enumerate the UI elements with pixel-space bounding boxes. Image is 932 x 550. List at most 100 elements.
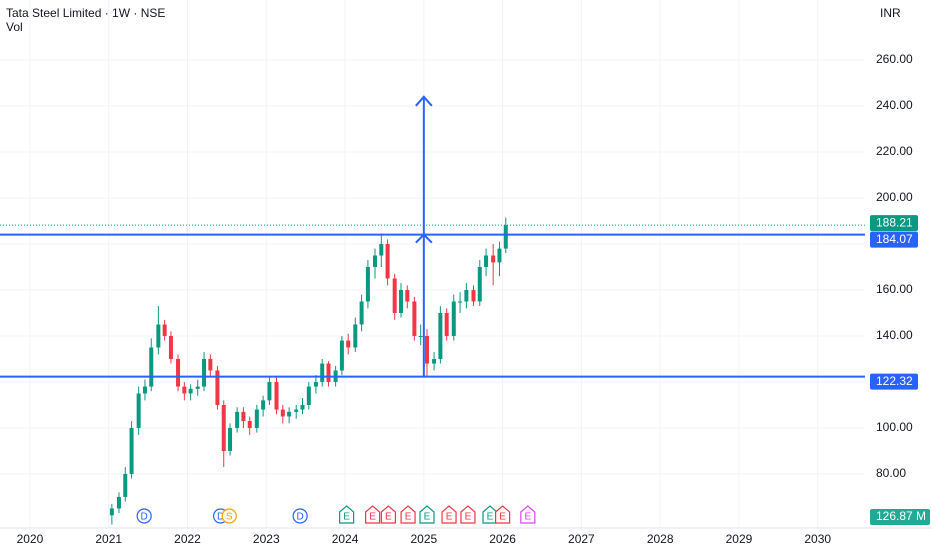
candle-body: [365, 266, 370, 302]
candle-body: [464, 289, 469, 302]
candle-body: [339, 340, 344, 371]
event-marker: [400, 505, 416, 524]
arrow-head: [415, 95, 433, 107]
y-tick-label: 240.00: [876, 98, 913, 112]
candle-body: [444, 312, 449, 336]
candle-body: [109, 508, 114, 516]
candle-body: [168, 335, 173, 359]
candle-body: [136, 393, 141, 428]
candle-body: [235, 411, 240, 428]
y-tick-label: 140.00: [876, 328, 913, 342]
price-label: 122.32: [876, 374, 913, 388]
y-tick-label: 80.00: [876, 466, 906, 480]
candle-body: [359, 301, 364, 325]
event-label: D: [297, 512, 304, 523]
x-tick-label: 2022: [174, 532, 201, 546]
event-label: E: [465, 512, 472, 523]
candle-body: [156, 324, 161, 348]
event-marker: [339, 505, 355, 524]
candle-body: [228, 427, 233, 451]
event-label: E: [369, 512, 376, 523]
candle-body: [188, 388, 193, 394]
volume-indicator: Vol: [6, 20, 23, 34]
candle-body: [142, 386, 147, 394]
candle-body: [326, 363, 331, 382]
event-marker: [221, 508, 237, 524]
x-tick-label: 2029: [726, 532, 753, 546]
candle-body: [418, 335, 423, 337]
candle-body: [491, 255, 496, 263]
candle-body: [208, 358, 213, 371]
candle-body: [261, 400, 266, 410]
candle-body: [412, 301, 417, 336]
event-label: E: [385, 512, 392, 523]
x-tick-label: 2020: [17, 532, 44, 546]
event-label: D: [141, 512, 148, 523]
candle-body: [385, 243, 390, 279]
event-label: E: [405, 512, 412, 523]
event-marker: [495, 505, 511, 524]
y-tick-label: 200.00: [876, 190, 913, 204]
event-marker: [136, 508, 152, 524]
candle-body: [424, 335, 429, 364]
candle-body: [458, 301, 463, 303]
event-label: E: [524, 512, 531, 523]
candle-body: [287, 411, 292, 417]
candle-body: [471, 289, 476, 302]
price-label-box: [870, 373, 918, 390]
candle-body: [221, 404, 226, 451]
price-label: 184.07: [876, 232, 913, 246]
x-tick-label: 2028: [647, 532, 674, 546]
candle-body: [313, 381, 318, 387]
candle-body: [294, 409, 299, 412]
candle-body: [372, 255, 377, 267]
candle-body: [346, 340, 351, 348]
candle-body: [503, 225, 508, 249]
x-tick-label: 2026: [489, 532, 516, 546]
candle-body: [116, 496, 121, 509]
candle-body: [306, 386, 311, 405]
event-label: E: [424, 512, 431, 523]
candle-body: [215, 370, 220, 405]
event-marker: [292, 508, 308, 524]
candle-body: [438, 312, 443, 359]
candle-body: [123, 473, 128, 497]
x-tick-label: 2030: [804, 532, 831, 546]
y-tick-label: 220.00: [876, 144, 913, 158]
event-label: E: [446, 512, 453, 523]
candle-body: [149, 347, 154, 387]
y-tick-label: 260.00: [876, 52, 913, 66]
event-label: D: [217, 512, 224, 523]
price-label-box: [870, 215, 918, 232]
candle-body: [267, 381, 272, 401]
candle-body: [274, 381, 279, 410]
event-marker: [460, 505, 476, 524]
candle-body: [176, 358, 181, 387]
candle-body: [280, 409, 285, 417]
x-tick-label: 2021: [95, 532, 122, 546]
chart-title: Tata Steel Limited · 1W · NSE: [6, 6, 165, 20]
x-tick-label: 2025: [410, 532, 437, 546]
price-label: 188.21: [876, 215, 913, 229]
event-label: E: [343, 512, 350, 523]
candle-body: [195, 386, 200, 389]
candle-body: [477, 266, 482, 302]
candle-body: [379, 243, 384, 256]
candle-body: [484, 255, 489, 267]
candle-body: [353, 324, 358, 348]
arrow-head: [415, 233, 433, 244]
candle-body: [162, 324, 167, 336]
candle-body: [497, 248, 502, 263]
event-marker: [419, 505, 435, 524]
candle-body: [398, 289, 403, 313]
event-label: E: [499, 512, 506, 523]
x-tick-label: 2027: [568, 532, 595, 546]
candle-body: [241, 411, 246, 422]
candle-body: [320, 363, 325, 382]
event-label: S: [226, 512, 233, 523]
x-tick-label: 2023: [253, 532, 280, 546]
x-tick-label: 2024: [332, 532, 359, 546]
candle-body: [300, 404, 305, 410]
event-marker: [441, 505, 457, 524]
